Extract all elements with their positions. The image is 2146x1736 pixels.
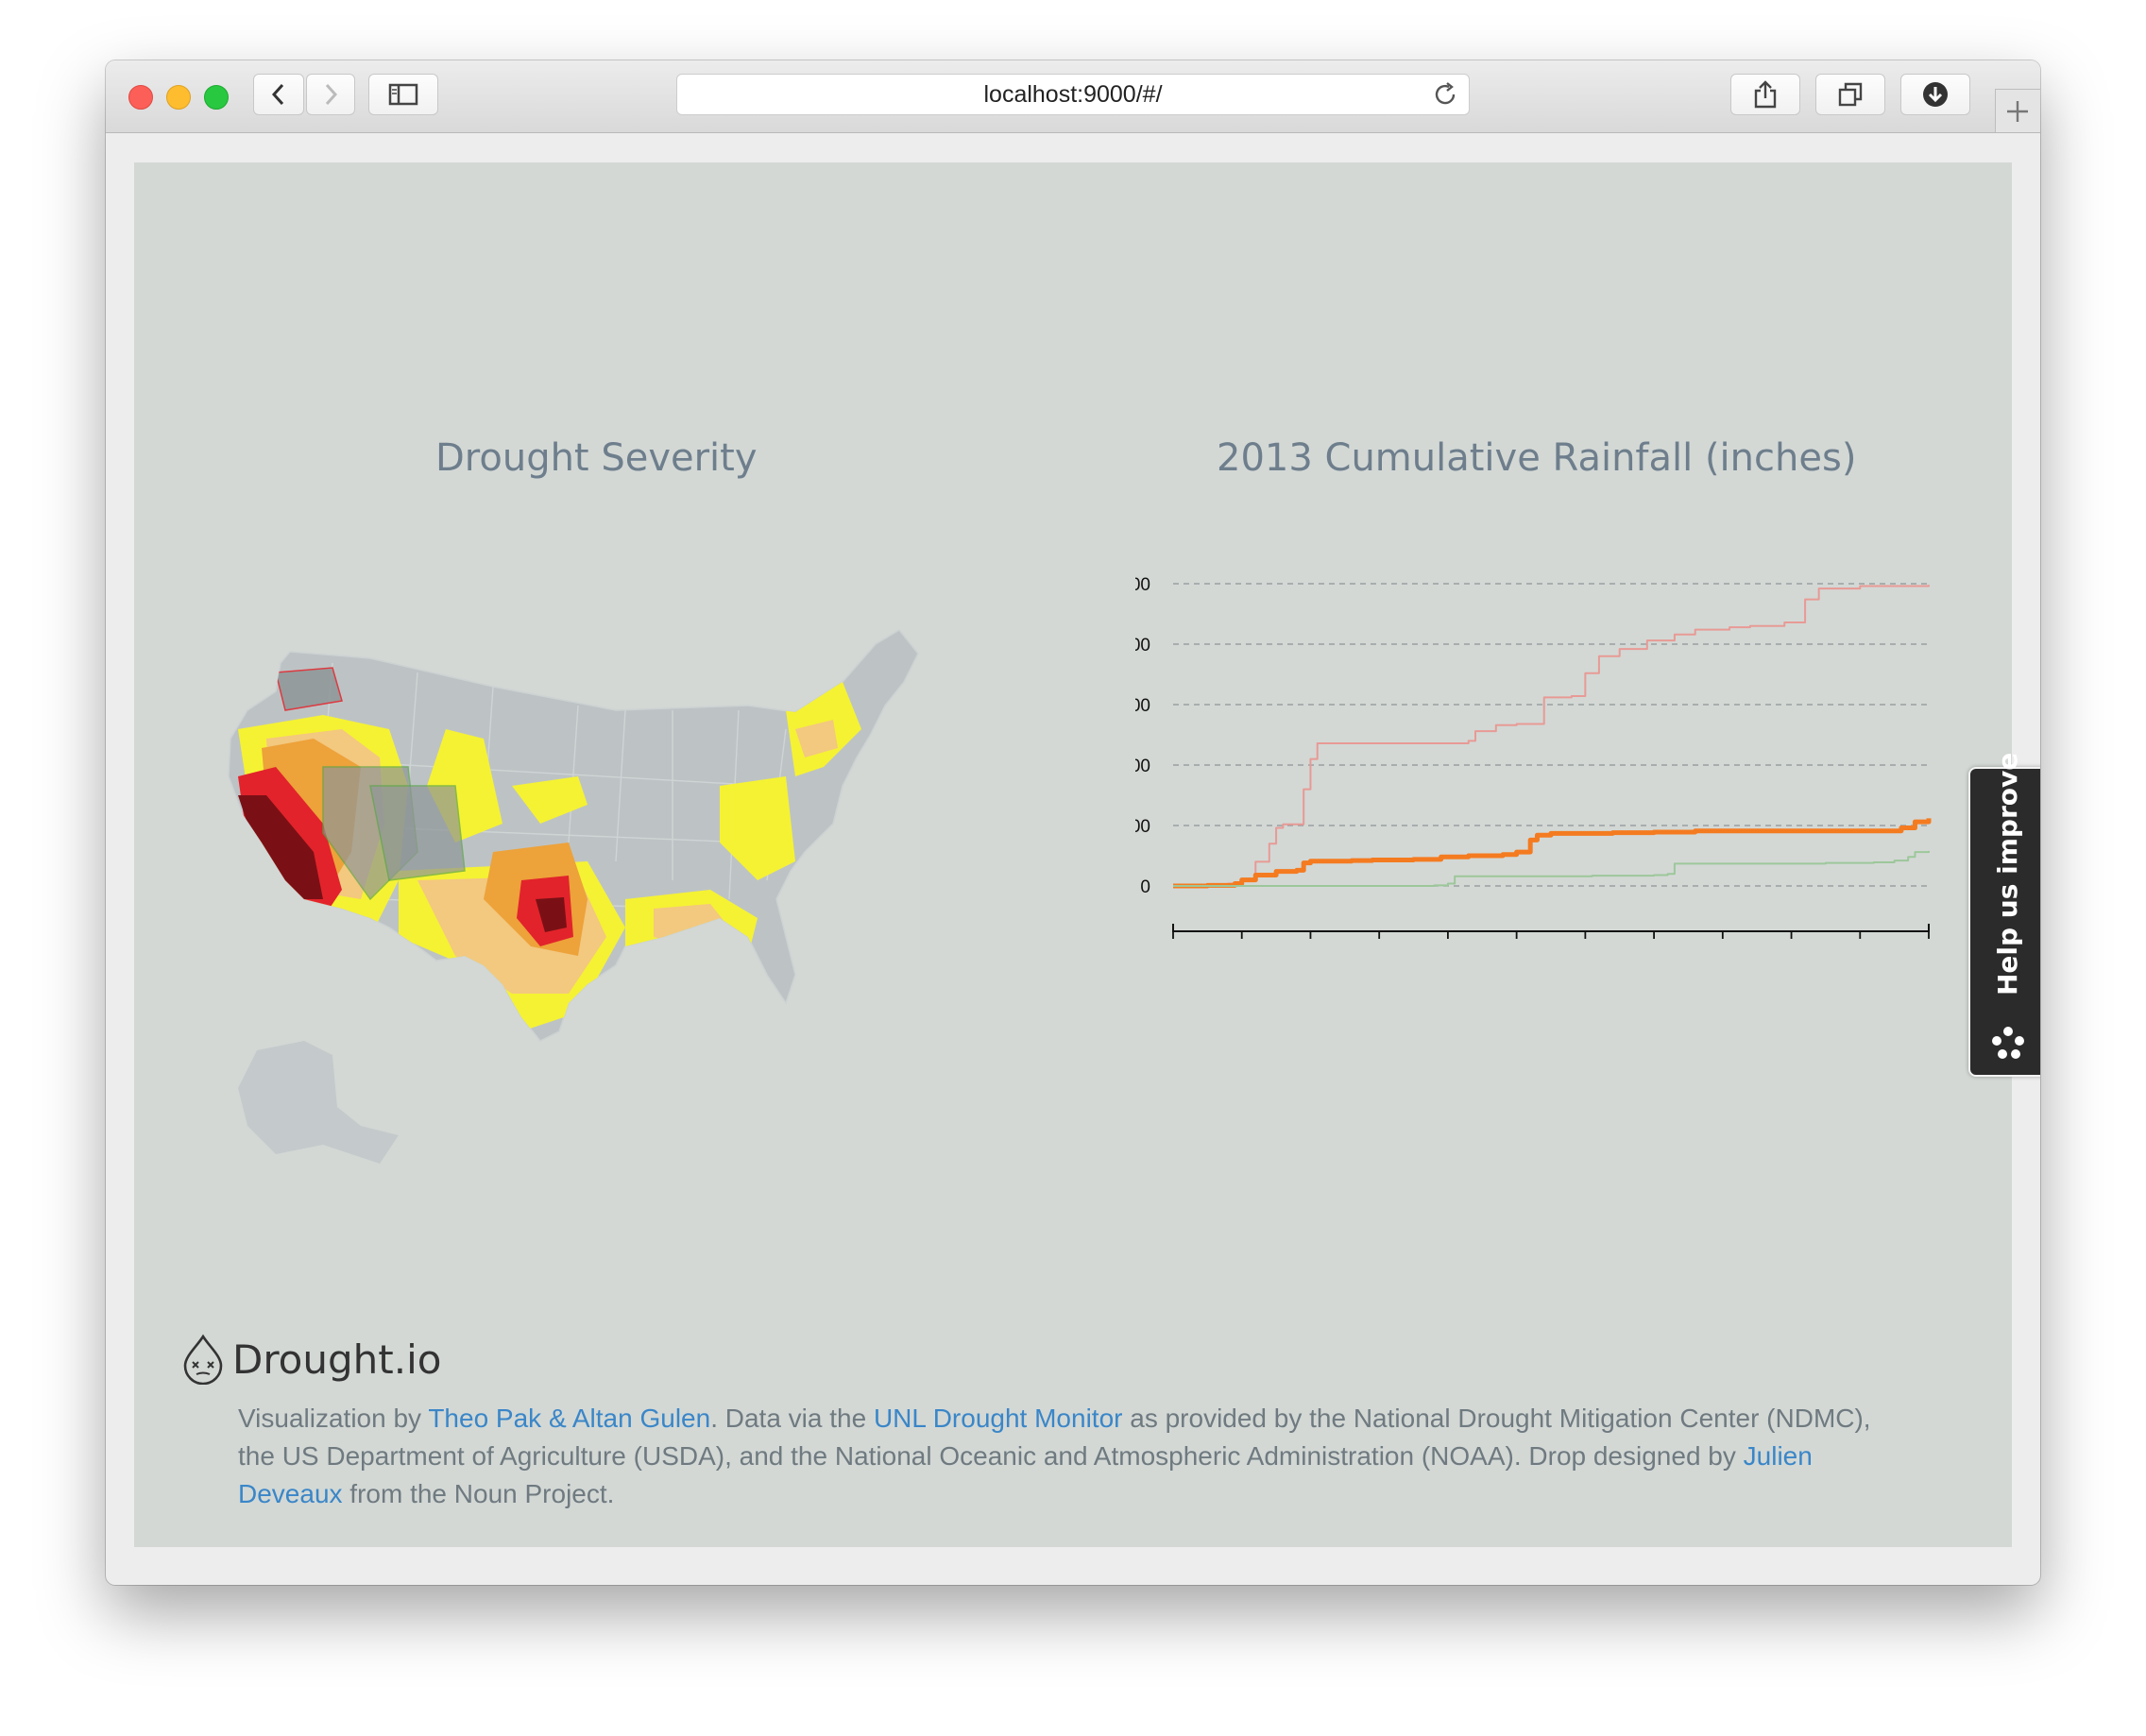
x-tick-label: Sep [1710, 945, 1742, 946]
x-tick-label: Aug [1641, 945, 1673, 946]
drop-designer-link[interactable]: Julien Deveaux [238, 1441, 1813, 1508]
new-tab-button[interactable] [1995, 89, 2040, 132]
download-icon [1923, 82, 1948, 107]
browser-window: localhost:9000/#/ Drought Severity 2013 … [106, 60, 2040, 1585]
tabs-button[interactable] [1815, 74, 1885, 115]
x-tick-label: Feb [1229, 945, 1260, 946]
page-content: Drought Severity 2013 Cumulative Rainfal… [134, 162, 2040, 1547]
brand-name: Drought.io [232, 1336, 442, 1383]
y-tick-label: 1,500 [1135, 696, 1150, 716]
x-tick-label: Jan [1162, 945, 1191, 946]
dots-icon [1992, 1027, 2024, 1059]
drought-monitor-link[interactable]: UNL Drought Monitor [873, 1404, 1123, 1433]
close-window-button[interactable] [128, 85, 153, 110]
share-icon [1754, 80, 1777, 109]
address-bar[interactable]: localhost:9000/#/ [676, 74, 1470, 115]
credits-part-2: . Data via the [710, 1404, 874, 1433]
browser-toolbar: localhost:9000/#/ [106, 60, 2040, 133]
y-tick-label: 2,500 [1135, 575, 1150, 595]
credits-part-1: Visualization by [238, 1404, 429, 1433]
rainfall-chart[interactable]: 0 500 1,000 1,500 2,000 2,500 Jan Feb Mar Apr May… [1135, 550, 1948, 946]
x-tick-label: Apr [1368, 945, 1396, 946]
url-text: localhost:9000/#/ [983, 81, 1163, 108]
x-tick-label: Dec [1916, 945, 1948, 946]
authors-link[interactable]: Theo Pak & Altan Gulen [428, 1404, 711, 1433]
feedback-label: Help us improve [1992, 752, 2023, 996]
chevron-left-icon [271, 83, 284, 106]
x-tick-label: Nov [1847, 945, 1879, 946]
x-tick-label: May [1434, 945, 1468, 946]
y-tick-label: 0 [1140, 877, 1150, 897]
sidebar-icon [388, 83, 418, 106]
minimize-window-button[interactable] [166, 85, 191, 110]
feedback-tab[interactable]: Help us improve [1968, 752, 2040, 1077]
plus-icon [2007, 101, 2028, 122]
share-button[interactable] [1730, 74, 1800, 115]
tabs-icon [1838, 82, 1863, 107]
series-line-2[interactable] [1173, 818, 1932, 889]
credits-text: Visualization by Theo Pak & Altan Gulen.… [238, 1400, 1900, 1513]
y-tick-label: 2,000 [1135, 636, 1150, 655]
drop-face-icon [183, 1334, 223, 1385]
series-line-1[interactable] [1173, 585, 1930, 887]
back-button[interactable] [253, 74, 304, 115]
drought-map[interactable] [181, 540, 1050, 1258]
x-tick-label: Jul [1576, 945, 1599, 946]
alaska-shape [238, 1041, 399, 1164]
y-tick-label: 1,000 [1135, 757, 1150, 776]
x-tick-label: Mar [1298, 945, 1329, 946]
sidebar-button[interactable] [368, 74, 438, 115]
chevron-right-icon [325, 83, 338, 106]
map-title: Drought Severity [435, 436, 758, 480]
x-tick-label: Oct [1780, 945, 1809, 946]
downloads-button[interactable] [1900, 74, 1970, 115]
forward-button[interactable] [306, 74, 355, 115]
chart-title: 2013 Cumulative Rainfall (inches) [1217, 436, 1857, 480]
series-line-3[interactable] [1173, 850, 1930, 887]
zoom-window-button[interactable] [204, 85, 229, 110]
brand: Drought.io [181, 1334, 441, 1385]
y-tick-label: 500 [1135, 817, 1150, 837]
credits-part-4: from the Noun Project. [342, 1479, 615, 1508]
credits-part-3: as provided by the National Drought Miti… [238, 1404, 1871, 1471]
x-tick-label: Jun [1505, 945, 1534, 946]
reload-icon[interactable] [1431, 80, 1459, 109]
